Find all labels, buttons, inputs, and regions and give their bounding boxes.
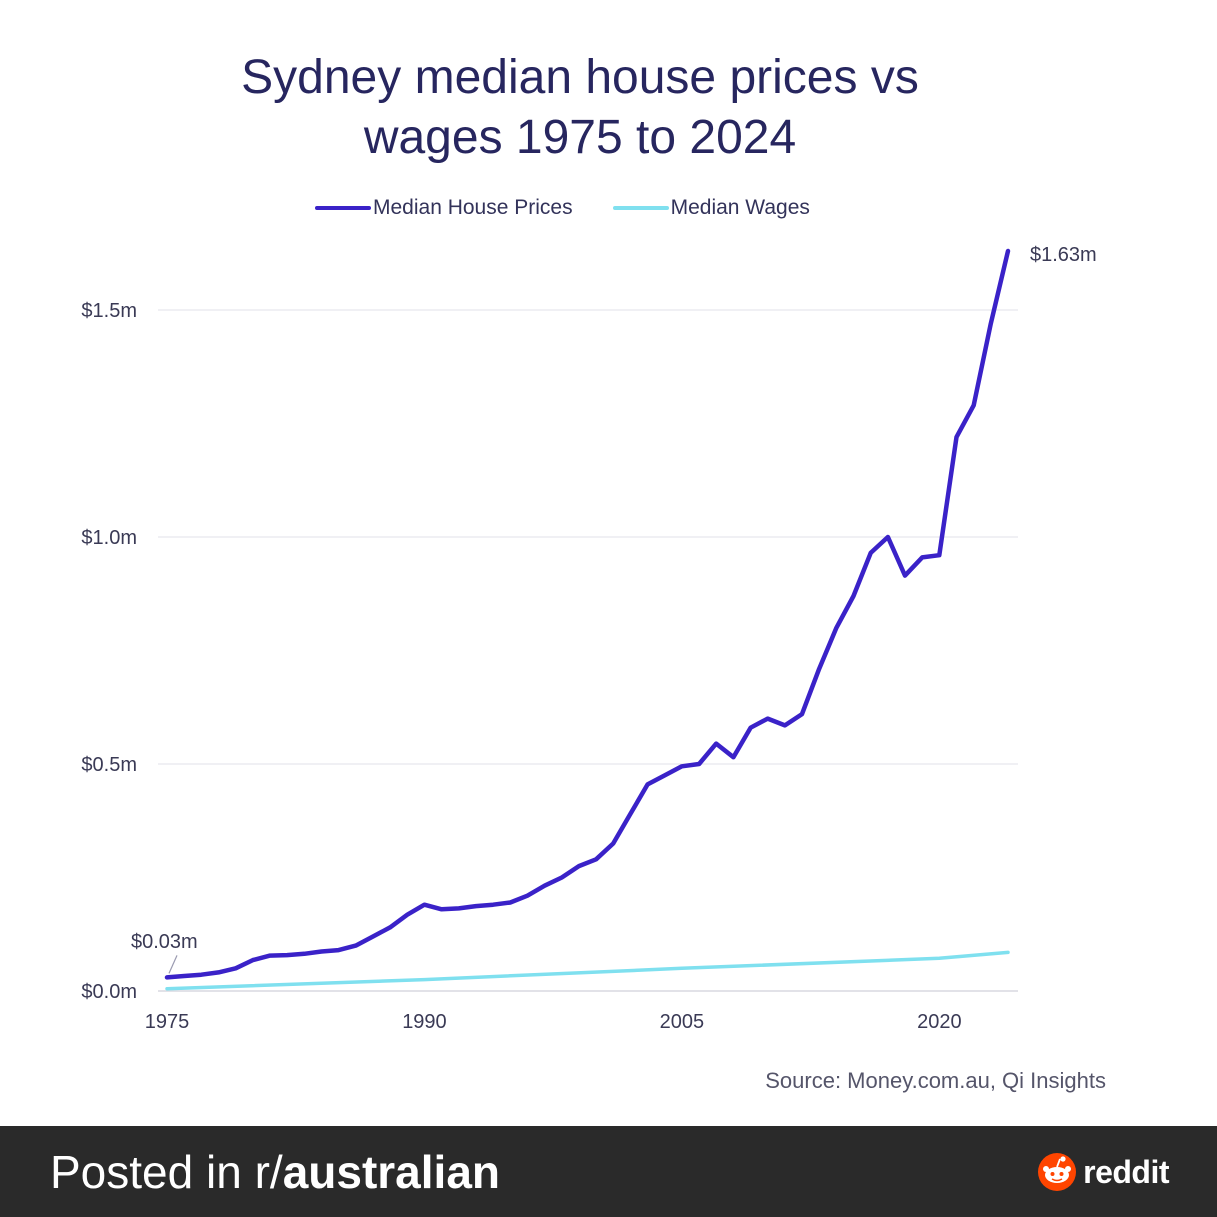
x-tick-label: 1975 (145, 1011, 190, 1033)
series-line-house-prices (164, 248, 1011, 980)
annotation-start-value: $0.03m (131, 931, 198, 953)
chart-title-line-1: Sydney median house prices vs (241, 51, 919, 104)
annotation-leader-start (168, 955, 178, 974)
y-tick-label: $0.0m (81, 981, 137, 1003)
posted-in-text: Posted in r/australian (50, 1144, 500, 1200)
legend-item-wages: Median Wages (612, 196, 810, 220)
x-tick-label: 2005 (660, 1011, 705, 1033)
reddit-alien-icon (1038, 1153, 1077, 1191)
legend-item-house-prices: Median House Prices (315, 196, 573, 220)
chart-title-line-2: wages 1975 to 2024 (363, 111, 797, 164)
legend-swatch-house-prices (315, 206, 371, 210)
posted-in-prefix: Posted in r/ (50, 1146, 283, 1198)
chart-title: Sydney median house prices vs wages 1975… (0, 48, 1160, 168)
legend-label-house-prices: Median House Prices (373, 196, 573, 219)
annotation-end-value: $1.63m (1030, 244, 1097, 266)
legend-swatch-wages (612, 206, 669, 210)
legend-label-wages: Median Wages (670, 196, 810, 219)
chart-legend: Median House Prices Median Wages (315, 194, 850, 222)
chart-card: Sydney median house prices vs wages 1975… (0, 48, 1160, 1093)
chart-source: Source: Money.com.au, Qi Insights (765, 1068, 1106, 1093)
y-tick-label: $1.5m (81, 300, 137, 322)
y-tick-label: $1.0m (81, 527, 137, 549)
subreddit-name[interactable]: australian (282, 1146, 500, 1198)
x-tick-label: 2020 (917, 1011, 962, 1033)
reddit-footer: Posted in r/australian reddit (0, 1126, 1217, 1217)
y-tick-label: $0.5m (81, 754, 137, 776)
reddit-wordmark: reddit (1083, 1153, 1169, 1190)
series-line-wages (165, 950, 1010, 991)
reddit-logo[interactable]: reddit (1037, 1152, 1169, 1192)
chart-plot: $0.0m $0.5m $1.0m $1.5m 1975 1990 2005 2020 $0.0… (81, 244, 1097, 1033)
x-tick-label: 1990 (402, 1011, 447, 1033)
